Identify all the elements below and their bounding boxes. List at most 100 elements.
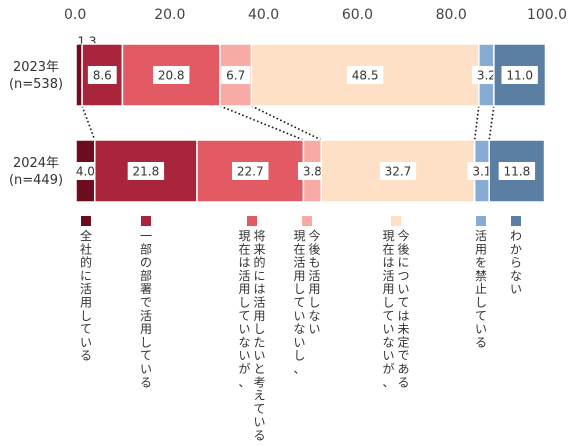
legend-label-char: 今 [308,228,320,243]
legend-label-char: 部 [140,241,152,256]
legend-label-char: に [397,256,409,270]
value-label-bg [153,66,190,84]
legend-label-char: て [80,322,92,336]
legend-label-char: 後 [308,242,320,256]
legend-label-char: 用 [80,296,92,310]
legend-label-char: 今 [397,228,409,243]
legend-label-char: 用 [238,282,250,296]
legend-label-char: い [253,349,265,363]
row-label-year: 2023年 [13,60,59,75]
x-tick-label: 40.0 [248,7,279,23]
legend-label-char: る [253,429,265,443]
legend-label-char: あ [397,362,409,376]
value-label: 8.6 [93,69,112,83]
connector-lines [81,105,495,141]
legend-swatch [81,216,91,226]
row-labels: 2023年 (n=538) 2024年 (n=449) [9,60,63,188]
legend-label-char: 用 [475,242,487,256]
legend-label-char: る [475,335,487,349]
legend-label-char: ら [510,256,522,270]
legend-label-char: 、 [238,375,250,389]
legend-label-char: に [253,269,265,283]
legend-label-char: 社 [80,241,92,256]
value-label: 11.8 [504,165,531,179]
legend-label-char: 禁 [475,269,487,283]
value-label-bg [70,162,100,180]
legend-label-char: な [382,335,394,349]
bars: 1.38.6 20.8 6.7 48.5 3.2 11.04.0 21.8 22.7 3.8 32… [70,35,547,203]
legend-label-char: 来 [253,242,265,256]
legend-label-char: し [475,296,487,310]
legend-label-char: な [293,322,305,336]
legend-label-char: つ [397,269,409,283]
legend-label-char: て [293,296,305,310]
legend-label-char: 活 [293,256,305,270]
legend-label-char: 在 [238,242,250,256]
connector-line [219,105,304,141]
legend-label-char: て [397,296,409,310]
value-label-bg [379,162,417,180]
legend-label-char: る [140,375,152,389]
legend-label-char: し [253,322,265,336]
legend-label-char: い [238,349,250,363]
legend-label-char: し [238,296,250,310]
x-axis-ticks: 0.0 20.0 40.0 60.0 80.0 100.0 [64,7,567,23]
legend-label-char: 全 [80,228,92,243]
legend-label-char: も [308,256,320,270]
legend-label-char: 在 [293,242,305,256]
legend-label-char: し [80,309,92,323]
value-label-bg [127,162,165,180]
x-tick-label: 60.0 [342,7,373,23]
legend-label-char: 活 [253,296,265,310]
legend-swatch [141,216,151,226]
bar-segment [75,43,83,107]
legend-label-char: で [140,296,152,310]
legend-label-char: わ [510,229,522,243]
legend-label-char: 用 [140,322,152,336]
legend-swatch [391,216,401,226]
legend-swatch [302,216,312,226]
legend-label-char: な [510,269,522,283]
legend-label-char: が [382,361,394,376]
value-label: 32.7 [385,165,412,179]
legend-label-char: い [293,335,305,349]
legend-label-char: 用 [308,282,320,296]
legend-label-char: の [140,256,152,270]
value-label: 4.0 [76,165,95,179]
legend-label-char: 現 [293,229,305,243]
legend-label-char: い [510,282,522,296]
value-label: 6.7 [226,69,245,83]
legend-label-char: し [293,282,305,296]
legend-label-char: な [308,309,320,323]
row-label-year: 2024年 [13,156,59,171]
legend: 全社的に活用している一部の部署で活用している現在は活用していないが、将来的には活… [80,216,522,443]
legend-label-char: 用 [293,269,305,283]
value-label-bg [232,162,269,180]
legend-label-char: に [80,269,92,283]
legend-label-char: て [140,349,152,363]
legend-label-char: 、 [293,362,305,376]
value-label-bg [501,66,538,84]
legend-label-char: 在 [382,242,394,256]
value-label: 3.2 [477,69,496,83]
value-label: 22.7 [237,165,264,179]
legend-label-char: 現 [382,229,394,243]
value-label: 11.0 [506,69,533,83]
x-tick-label: 20.0 [154,7,185,23]
legend-label-char: て [253,402,265,416]
legend-label-char: て [238,309,250,323]
connector-line [251,105,322,141]
legend-label-char: は [253,282,265,296]
legend-label-char: 未 [397,322,409,336]
legend-label-char: 止 [475,282,487,296]
legend-label-char: え [253,389,265,403]
row-label-n: (n=449) [9,173,63,188]
connector-line [488,105,495,141]
legend-label-char: 署 [140,282,152,296]
value-label: 3.8 [303,165,322,179]
legend-label-char: 用 [253,309,265,323]
row-label-n: (n=538) [9,77,63,92]
legend-label-char: を [475,256,487,270]
value-label: 20.8 [158,69,185,83]
